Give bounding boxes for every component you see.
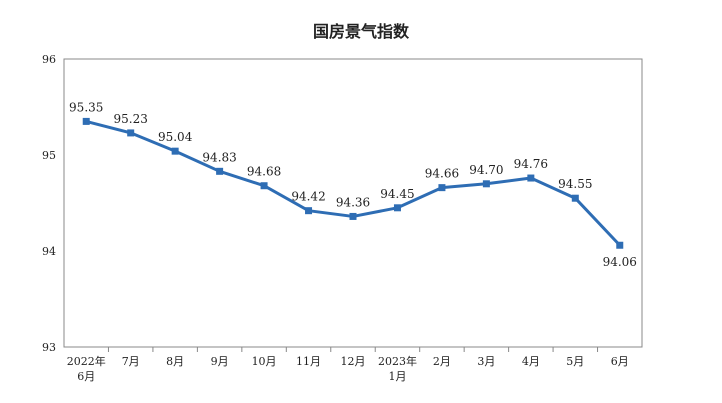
plot-area-frame — [63, 58, 643, 348]
x-tick-label: 6月 — [611, 355, 629, 368]
x-tick-label: 5月 — [566, 355, 584, 368]
x-tick-label: 2022年 — [67, 354, 106, 368]
data-point — [438, 184, 446, 192]
data-label: 95.35 — [69, 100, 103, 114]
x-tick-label: 2月 — [433, 355, 451, 368]
x-tick-label: 8月 — [166, 355, 184, 368]
data-point — [482, 180, 490, 188]
x-tick-label: 2023年 — [378, 354, 417, 368]
x-tick-label: 11月 — [296, 355, 321, 368]
data-label: 94.36 — [336, 195, 370, 209]
data-label: 94.66 — [425, 167, 459, 181]
data-point — [171, 147, 179, 155]
x-tick-label: 10月 — [252, 355, 277, 368]
y-tick-label: 95 — [42, 149, 56, 162]
x-tick-label: 6月 — [77, 370, 95, 383]
data-point — [616, 241, 624, 249]
data-label: 94.70 — [469, 163, 503, 177]
data-label: 94.68 — [247, 165, 281, 179]
data-label: 94.42 — [291, 190, 325, 204]
data-point — [82, 117, 90, 125]
x-tick-label: 4月 — [522, 355, 540, 368]
chart-title: 国房景气指数 — [312, 22, 409, 41]
y-tick-label: 93 — [42, 341, 56, 354]
data-point — [127, 129, 135, 137]
data-point — [260, 182, 268, 190]
data-label: 95.04 — [158, 130, 193, 144]
data-label: 94.83 — [202, 150, 236, 164]
y-tick-label: 94 — [42, 245, 56, 258]
x-tick-label: 1月 — [388, 370, 406, 383]
data-label: 95.23 — [114, 112, 148, 126]
y-tick-label: 96 — [42, 53, 56, 66]
data-label: 94.45 — [380, 187, 414, 201]
x-tick-label: 7月 — [122, 355, 140, 368]
data-point — [393, 204, 401, 212]
data-label: 94.06 — [603, 255, 637, 269]
x-tick-label: 12月 — [341, 355, 366, 368]
data-point — [305, 207, 313, 215]
data-label: 94.76 — [514, 157, 548, 171]
data-point — [349, 212, 357, 220]
data-point — [527, 174, 535, 182]
data-point — [216, 167, 224, 175]
x-tick-label: 3月 — [477, 355, 495, 368]
data-label: 94.55 — [558, 177, 592, 191]
data-point — [571, 194, 579, 202]
x-tick-label: 9月 — [211, 355, 229, 368]
